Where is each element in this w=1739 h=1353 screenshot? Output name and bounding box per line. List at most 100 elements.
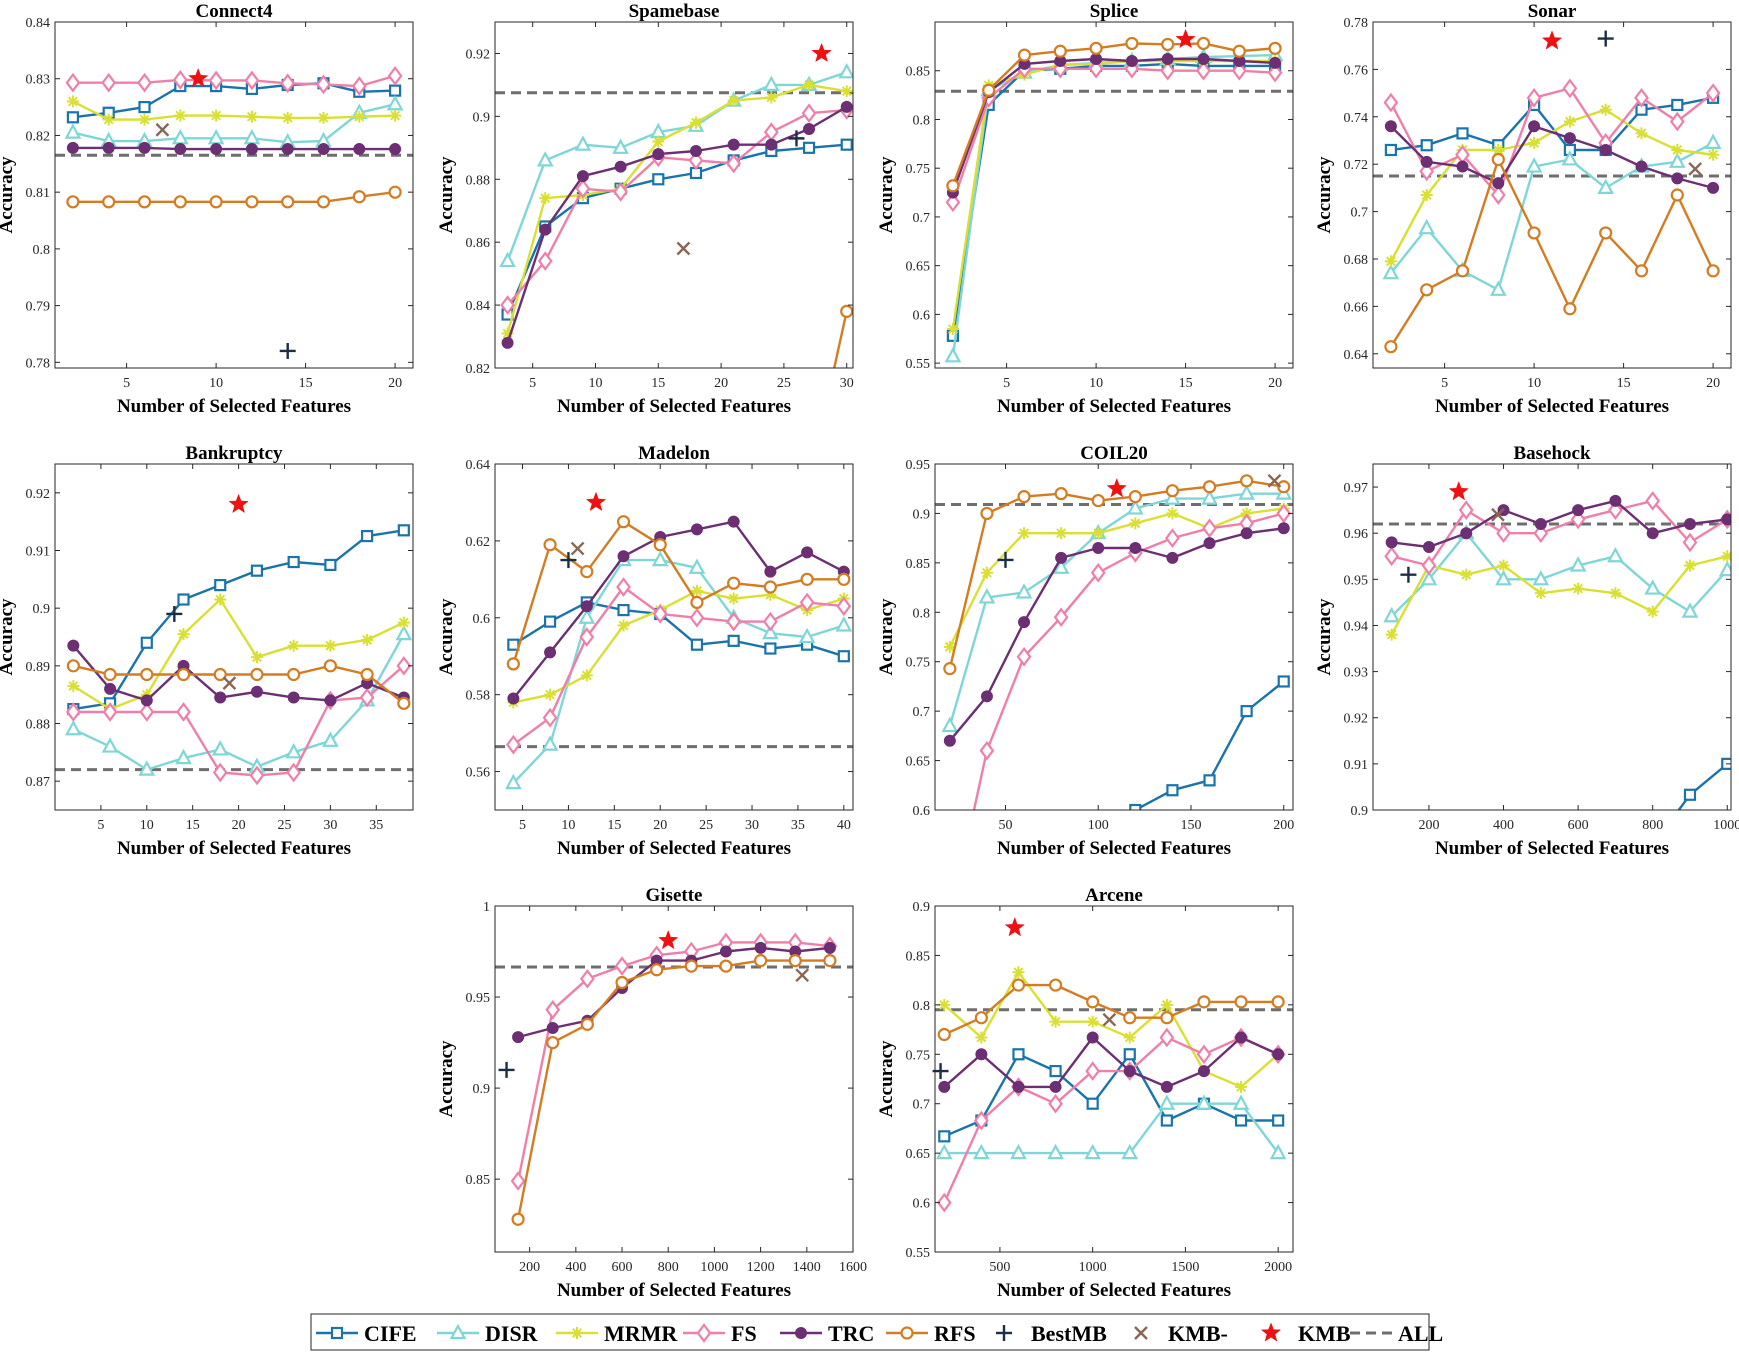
point-mrmr bbox=[287, 639, 300, 652]
point-mrmr-stroke bbox=[804, 79, 814, 90]
series-trc bbox=[512, 941, 836, 1044]
y-tick-label: 0.7 bbox=[913, 705, 931, 720]
point-rfs bbox=[209, 195, 223, 209]
point-mrmr-stroke bbox=[1636, 128, 1647, 139]
point-trc bbox=[1492, 177, 1505, 190]
point-rfs bbox=[1017, 48, 1032, 62]
point-mrmr-stroke bbox=[502, 328, 513, 339]
point-fs bbox=[579, 627, 595, 647]
point-disr bbox=[65, 719, 82, 736]
y-axis-label: Accuracy bbox=[436, 156, 457, 234]
point-mrmr bbox=[580, 669, 593, 682]
point-trc bbox=[1671, 172, 1684, 185]
point-mrmr bbox=[689, 116, 702, 129]
point-trc bbox=[690, 523, 703, 536]
point-cife bbox=[1086, 1097, 1099, 1110]
x-tick-label: 400 bbox=[1493, 818, 1514, 833]
point-disr bbox=[1418, 218, 1436, 235]
legend-marker bbox=[900, 1326, 914, 1340]
legend-label: TRC bbox=[828, 1321, 874, 1346]
point-trc bbox=[938, 1080, 951, 1093]
series-trc bbox=[946, 53, 1282, 199]
y-tick-label: 0.87 bbox=[26, 775, 51, 790]
legend-marker bbox=[696, 1323, 712, 1343]
point-mrmr bbox=[727, 94, 740, 107]
y-axis-label: Accuracy bbox=[436, 1040, 457, 1118]
legend-label: KMB- bbox=[1168, 1321, 1228, 1346]
point-rfs bbox=[690, 595, 704, 610]
point-trc bbox=[943, 734, 956, 747]
point-mrmr bbox=[214, 593, 227, 606]
point-disr bbox=[1201, 489, 1218, 505]
point-mrmr-stroke bbox=[318, 112, 329, 123]
point-cife bbox=[690, 638, 704, 651]
x-tick-label: 1200 bbox=[747, 1260, 775, 1275]
x-tick-label: 600 bbox=[612, 1260, 633, 1275]
point-trc bbox=[250, 685, 263, 698]
series-rfs bbox=[511, 954, 837, 1226]
series-disr bbox=[505, 550, 853, 790]
series-mrmr bbox=[938, 966, 1285, 1093]
point-disr bbox=[1668, 152, 1686, 168]
series-line-fs bbox=[1391, 499, 1728, 567]
point-cife bbox=[1049, 1064, 1062, 1078]
x-axis-label: Number of Selected Features bbox=[117, 838, 351, 859]
marker-kmb bbox=[811, 42, 832, 63]
series-line-fs bbox=[512, 585, 844, 746]
chart-title: Splice bbox=[1090, 1, 1139, 22]
series-line-mrmr bbox=[951, 59, 1276, 330]
point-mrmr-stroke bbox=[1685, 560, 1695, 571]
point-trc bbox=[539, 223, 552, 236]
point-rfs bbox=[1054, 487, 1068, 501]
point-mrmr-stroke bbox=[139, 114, 150, 125]
point-mrmr bbox=[1049, 1015, 1062, 1028]
series-line-rfs bbox=[948, 479, 1284, 669]
point-rfs bbox=[1491, 152, 1505, 167]
x-tick-label: 1400 bbox=[793, 1260, 821, 1275]
point-rfs bbox=[66, 195, 80, 209]
point-cife bbox=[840, 138, 853, 151]
point-fs bbox=[1570, 509, 1586, 530]
y-tick-label: 0.85 bbox=[906, 949, 931, 964]
legend-marker bbox=[1260, 1322, 1282, 1342]
y-tick-label: 0.86 bbox=[466, 236, 491, 251]
point-rfs bbox=[546, 1035, 560, 1050]
point-mrmr-stroke bbox=[1421, 190, 1432, 200]
series-rfs bbox=[1384, 152, 1720, 354]
special-markers bbox=[1541, 30, 1703, 176]
point-trc bbox=[1090, 53, 1103, 66]
point-fs bbox=[510, 1171, 526, 1191]
point-fs bbox=[505, 734, 521, 755]
y-tick-label: 0.9 bbox=[1351, 804, 1369, 819]
point-trc bbox=[1235, 1031, 1248, 1044]
y-tick-label: 0.83 bbox=[26, 73, 51, 88]
point-mrmr-stroke bbox=[68, 681, 79, 691]
point-mrmr-stroke bbox=[766, 92, 777, 103]
point-disr bbox=[1121, 1143, 1139, 1160]
x-tick-label: 35 bbox=[791, 818, 805, 833]
series-rfs bbox=[943, 474, 1291, 676]
point-mrmr bbox=[1635, 127, 1648, 140]
point-rfs bbox=[1089, 41, 1103, 55]
x-tick-label: 20 bbox=[1268, 376, 1282, 391]
y-axis-label: Accuracy bbox=[1314, 598, 1335, 676]
point-trc bbox=[1197, 1065, 1210, 1078]
legend-label: DISR bbox=[485, 1321, 539, 1346]
point-rfs bbox=[946, 179, 960, 193]
point-rfs bbox=[1165, 484, 1180, 498]
point-fs bbox=[1196, 60, 1211, 81]
point-cife bbox=[138, 100, 151, 114]
point-cife bbox=[1203, 774, 1216, 787]
point-trc bbox=[1197, 53, 1210, 66]
point-rfs bbox=[316, 195, 331, 209]
chart-title: Arcene bbox=[1085, 885, 1143, 906]
x-tick-label: 20 bbox=[653, 818, 667, 833]
point-cife bbox=[287, 555, 300, 569]
point-fs bbox=[139, 702, 155, 722]
series-fs bbox=[510, 932, 838, 1191]
point-disr bbox=[1681, 602, 1699, 618]
point-mrmr-stroke bbox=[1050, 1016, 1061, 1027]
point-mrmr-stroke bbox=[103, 114, 114, 125]
point-rfs bbox=[1384, 340, 1398, 354]
point-trc bbox=[1269, 56, 1282, 69]
